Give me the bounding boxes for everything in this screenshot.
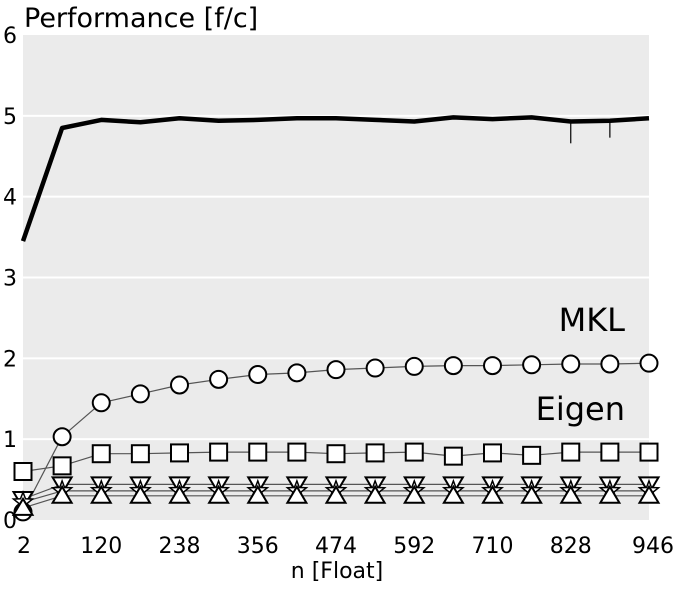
data-point-circle bbox=[91, 393, 111, 413]
data-point-circle bbox=[600, 354, 620, 374]
data-point-square bbox=[522, 445, 542, 465]
y-tick-label: 1 bbox=[3, 428, 17, 453]
data-point-circle bbox=[404, 356, 424, 376]
data-point-circle bbox=[483, 356, 502, 376]
data-point-square bbox=[639, 442, 659, 462]
x-tick-label: 238 bbox=[159, 534, 201, 559]
data-point-triangle-up bbox=[246, 484, 270, 504]
data-point-square bbox=[52, 456, 72, 476]
series-line-0 bbox=[20, 115, 650, 242]
data-point-circle bbox=[522, 355, 542, 375]
x-tick-label: 946 bbox=[632, 534, 674, 559]
data-point-triangle-up bbox=[89, 484, 113, 504]
data-point-square bbox=[443, 446, 463, 466]
annotation-eigen: Eigen bbox=[536, 390, 625, 428]
data-point-circle bbox=[561, 354, 581, 374]
data-point-triangle-up bbox=[559, 484, 583, 504]
data-point-triangle-up bbox=[285, 484, 309, 504]
x-tick-labels: 2 120 238 356 474 592 710 828 946 bbox=[17, 534, 674, 559]
data-point-square bbox=[483, 443, 502, 463]
data-point-square bbox=[248, 442, 268, 462]
x-tick-label: 2 bbox=[17, 534, 31, 559]
data-point-square bbox=[130, 444, 150, 464]
data-point-triangle-up bbox=[207, 484, 230, 504]
data-point-square bbox=[91, 444, 111, 464]
data-point-triangle-up bbox=[481, 484, 504, 504]
data-point-circle bbox=[209, 369, 229, 389]
data-point-triangle-up bbox=[402, 484, 426, 504]
x-tick-label: 356 bbox=[237, 534, 279, 559]
chart-title: Performance [f/c] bbox=[24, 3, 258, 34]
data-point-square bbox=[13, 462, 33, 481]
x-tick-label: 828 bbox=[550, 534, 592, 559]
data-point-triangle-up bbox=[168, 484, 191, 504]
data-point-circle bbox=[248, 365, 268, 384]
y-tick-labels: 0 1 2 3 4 5 6 bbox=[3, 24, 17, 534]
y-tick-label: 6 bbox=[3, 24, 17, 49]
data-point-triangle-up bbox=[129, 484, 152, 504]
y-tick-label: 4 bbox=[3, 186, 17, 211]
data-point-circle bbox=[130, 384, 150, 404]
data-point-square bbox=[561, 442, 581, 462]
data-point-circle bbox=[287, 363, 307, 383]
data-point-square bbox=[209, 442, 229, 462]
data-point-triangle-up bbox=[324, 484, 348, 504]
data-point-circle bbox=[365, 358, 385, 378]
data-point-circle bbox=[639, 353, 659, 373]
data-point-circle bbox=[170, 375, 189, 395]
x-tick-label: 710 bbox=[472, 534, 514, 559]
y-tick-label: 2 bbox=[3, 347, 17, 372]
y-tick-label: 5 bbox=[3, 105, 17, 130]
data-point-triangle-up bbox=[363, 484, 387, 504]
error-bars bbox=[570, 120, 611, 144]
data-point-triangle-up bbox=[520, 484, 543, 504]
data-point-triangle-up bbox=[442, 484, 465, 504]
x-tick-label: 592 bbox=[393, 534, 435, 559]
grid-lines bbox=[23, 114, 649, 441]
data-point-triangle-up bbox=[637, 484, 661, 504]
x-tick-label: 474 bbox=[315, 534, 357, 559]
y-tick-label: 0 bbox=[3, 509, 17, 534]
annotation-mkl: MKL bbox=[559, 301, 626, 339]
data-point-triangle-up bbox=[50, 484, 74, 504]
data-point-square bbox=[326, 444, 346, 464]
data-point-square bbox=[404, 442, 424, 462]
data-point-square bbox=[170, 443, 189, 463]
data-point-triangle-up bbox=[11, 496, 35, 516]
y-tick-label: 3 bbox=[3, 267, 17, 292]
data-point-triangle-up bbox=[598, 484, 622, 504]
data-point-square bbox=[365, 443, 385, 463]
data-point-circle bbox=[443, 356, 463, 376]
data-point-square bbox=[600, 442, 620, 462]
x-axis-label: n [Float] bbox=[291, 559, 383, 584]
data-point-circle bbox=[52, 427, 72, 447]
data-point-square bbox=[287, 442, 307, 462]
data-point-circle bbox=[326, 360, 346, 380]
x-tick-label: 120 bbox=[80, 534, 122, 559]
series-markers bbox=[11, 353, 661, 522]
